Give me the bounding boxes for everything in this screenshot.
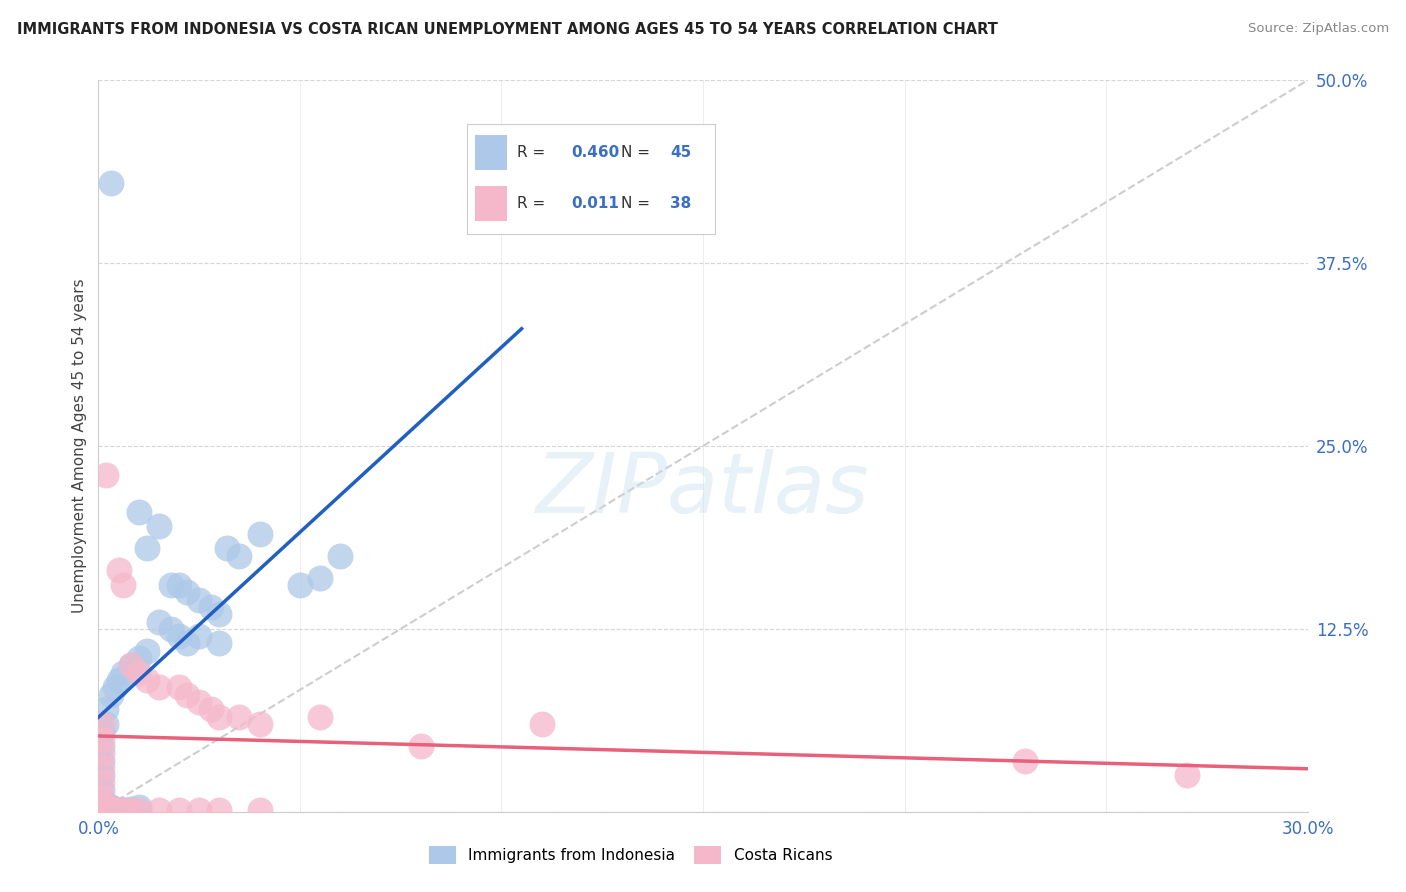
Point (288, 578, 311, 592)
Point (91, 797, 114, 812)
Point (208, 709, 231, 723)
Point (135, 644, 157, 658)
Point (309, 709, 332, 723)
Point (111, 803, 134, 817)
Point (228, 549, 250, 563)
Point (167, 578, 190, 592)
Point (160, 622, 183, 636)
Point (120, 658, 142, 673)
Point (188, 629, 211, 643)
Point (200, 599, 222, 614)
Point (107, 803, 129, 817)
Point (176, 636, 198, 650)
Point (91, 731, 114, 746)
Point (409, 739, 432, 753)
Point (148, 519, 170, 533)
Point (208, 636, 231, 650)
Point (128, 651, 150, 665)
Point (91, 739, 114, 753)
Point (208, 607, 231, 622)
Point (96, 717, 118, 731)
Point (107, 803, 129, 817)
Point (1175, 768, 1198, 782)
Point (217, 541, 239, 556)
Point (188, 592, 211, 607)
Point (103, 803, 125, 817)
Point (107, 563, 129, 577)
Point (176, 585, 198, 599)
Point (91, 782, 114, 797)
Point (167, 629, 190, 643)
Point (128, 803, 150, 817)
Point (96, 797, 118, 812)
Point (91, 724, 114, 739)
Point (100, 176, 122, 190)
Point (96, 800, 118, 814)
Point (188, 695, 211, 709)
Point (91, 775, 114, 789)
Point (200, 702, 222, 716)
Point (91, 793, 114, 807)
Point (103, 681, 125, 695)
Point (100, 802, 122, 816)
Point (111, 665, 134, 680)
Point (249, 526, 271, 541)
Point (115, 803, 138, 817)
Point (91, 754, 114, 768)
Point (188, 803, 211, 817)
Point (329, 549, 352, 563)
Point (148, 803, 170, 817)
Point (100, 688, 122, 702)
Point (103, 802, 125, 816)
Point (120, 803, 142, 817)
Point (100, 800, 122, 814)
Point (309, 571, 332, 585)
Point (176, 688, 198, 702)
Point (91, 746, 114, 760)
Point (91, 768, 114, 782)
Text: ZIPatlas: ZIPatlas (536, 450, 870, 531)
Text: IMMIGRANTS FROM INDONESIA VS COSTA RICAN UNEMPLOYMENT AMONG AGES 45 TO 54 YEARS : IMMIGRANTS FROM INDONESIA VS COSTA RICAN… (17, 22, 998, 37)
Point (91, 717, 114, 731)
Point (128, 665, 150, 680)
Point (111, 803, 134, 817)
Point (1014, 754, 1036, 768)
Point (128, 800, 150, 814)
Point (96, 468, 118, 483)
Point (148, 681, 170, 695)
Legend: Immigrants from Indonesia, Costa Ricans: Immigrants from Indonesia, Costa Ricans (423, 840, 838, 870)
Text: Source: ZipAtlas.com: Source: ZipAtlas.com (1249, 22, 1389, 36)
Point (249, 717, 271, 731)
Point (249, 803, 271, 817)
Point (128, 505, 150, 519)
Point (167, 681, 190, 695)
Point (91, 761, 114, 775)
Point (167, 803, 190, 817)
Y-axis label: Unemployment Among Ages 45 to 54 years: Unemployment Among Ages 45 to 54 years (72, 278, 87, 614)
Point (111, 578, 134, 592)
Point (148, 615, 170, 629)
Point (107, 673, 129, 687)
Point (135, 673, 157, 687)
Point (160, 578, 183, 592)
Point (530, 717, 553, 731)
Point (135, 541, 157, 556)
Point (120, 802, 142, 816)
Point (228, 709, 250, 723)
Point (96, 702, 118, 716)
Point (120, 658, 142, 673)
Point (91, 790, 114, 805)
Point (208, 803, 231, 817)
